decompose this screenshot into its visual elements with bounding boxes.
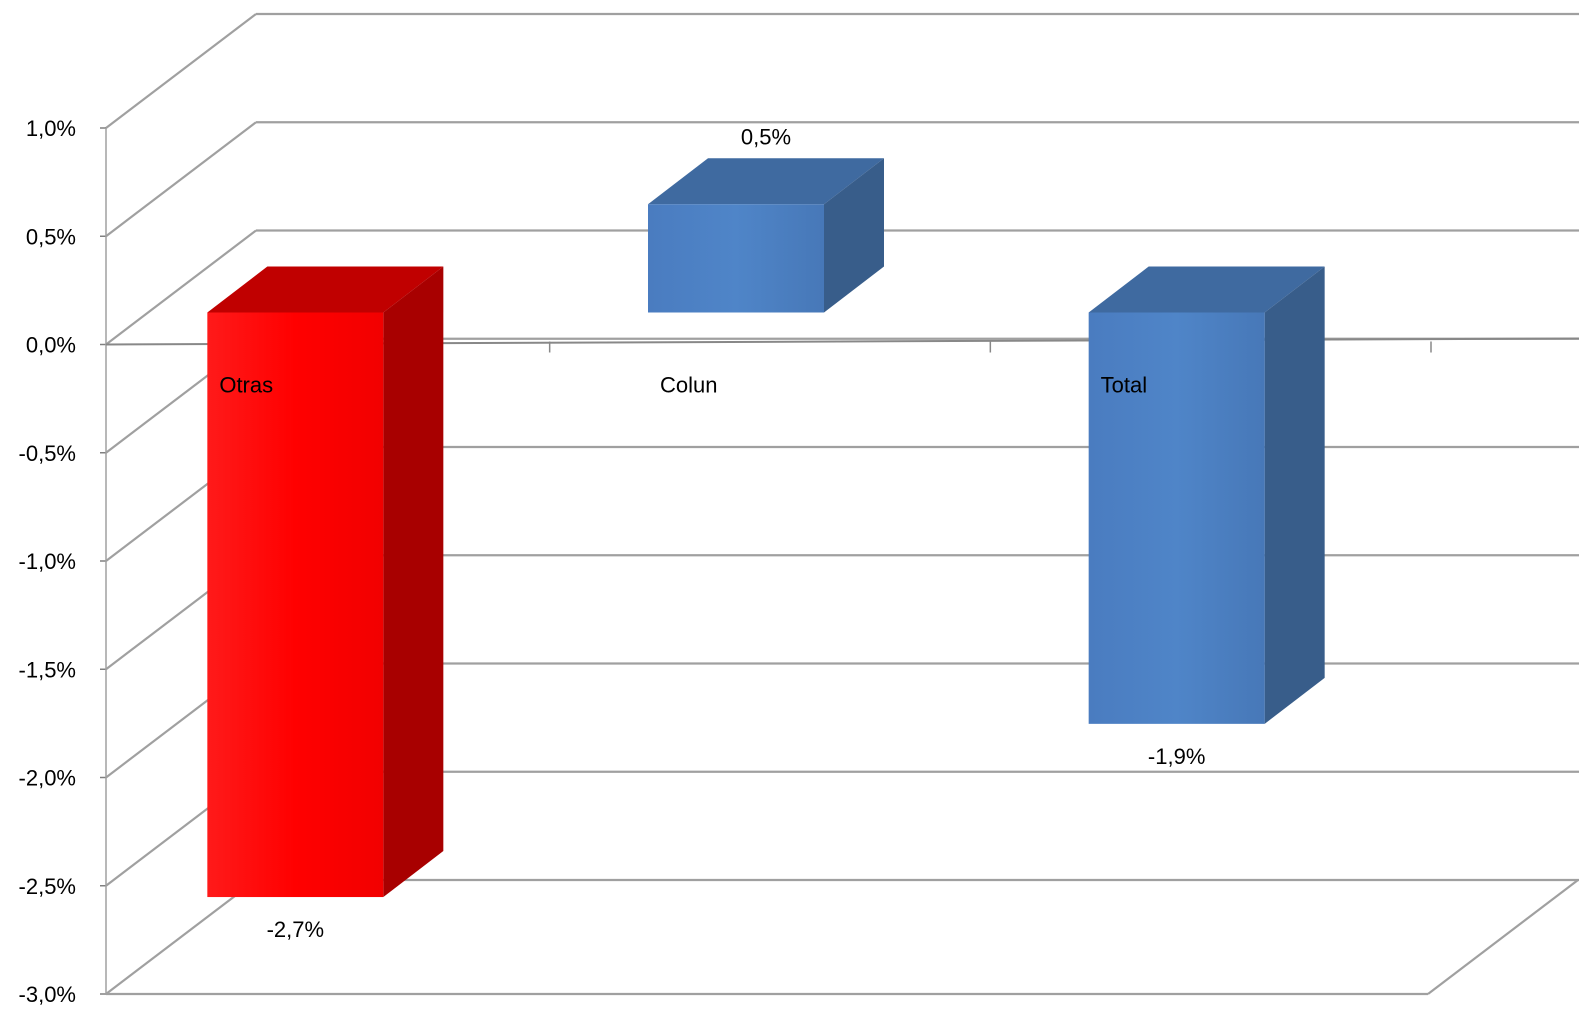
- bar-top-face: [648, 158, 884, 205]
- y-tick-label: 1,0%: [26, 116, 76, 141]
- y-tick-label: -3,0%: [19, 982, 76, 1007]
- y-tick-label: -1,5%: [19, 657, 76, 682]
- y-tick-label: -2,5%: [19, 874, 76, 899]
- floor-right-edge: [1427, 879, 1579, 995]
- bar-front-face: [648, 204, 824, 313]
- gridline-side: [105, 121, 257, 238]
- bar-front-face: [1088, 312, 1265, 724]
- data-label: -2,7%: [267, 917, 324, 942]
- bar-side-face: [1264, 266, 1325, 724]
- bar-top-face: [1088, 266, 1325, 313]
- bar-top-face: [207, 266, 444, 313]
- bar-side-face: [824, 158, 884, 313]
- y-tick-label: 0,5%: [26, 224, 76, 249]
- x-tick-label: Total: [1101, 373, 1147, 398]
- y-tick-label: 0,0%: [26, 333, 76, 358]
- y-tick-label: -0,5%: [19, 441, 76, 466]
- bar-side-face: [383, 266, 444, 898]
- gridline-side: [105, 229, 257, 346]
- gridline-side: [105, 13, 257, 129]
- bar-colun: [648, 158, 884, 313]
- y-tick-label: -1,0%: [19, 549, 76, 574]
- bar-total: [1088, 266, 1325, 724]
- bar-front-face: [207, 312, 384, 898]
- bar-otras: [207, 266, 444, 898]
- gridline-side: [105, 879, 257, 995]
- data-label: -1,9%: [1148, 744, 1205, 769]
- y-tick-label: -2,0%: [19, 766, 76, 791]
- data-label: 0,5%: [741, 124, 791, 149]
- x-tick-label: Colun: [660, 373, 717, 398]
- x-tick-label: Otras: [219, 373, 273, 398]
